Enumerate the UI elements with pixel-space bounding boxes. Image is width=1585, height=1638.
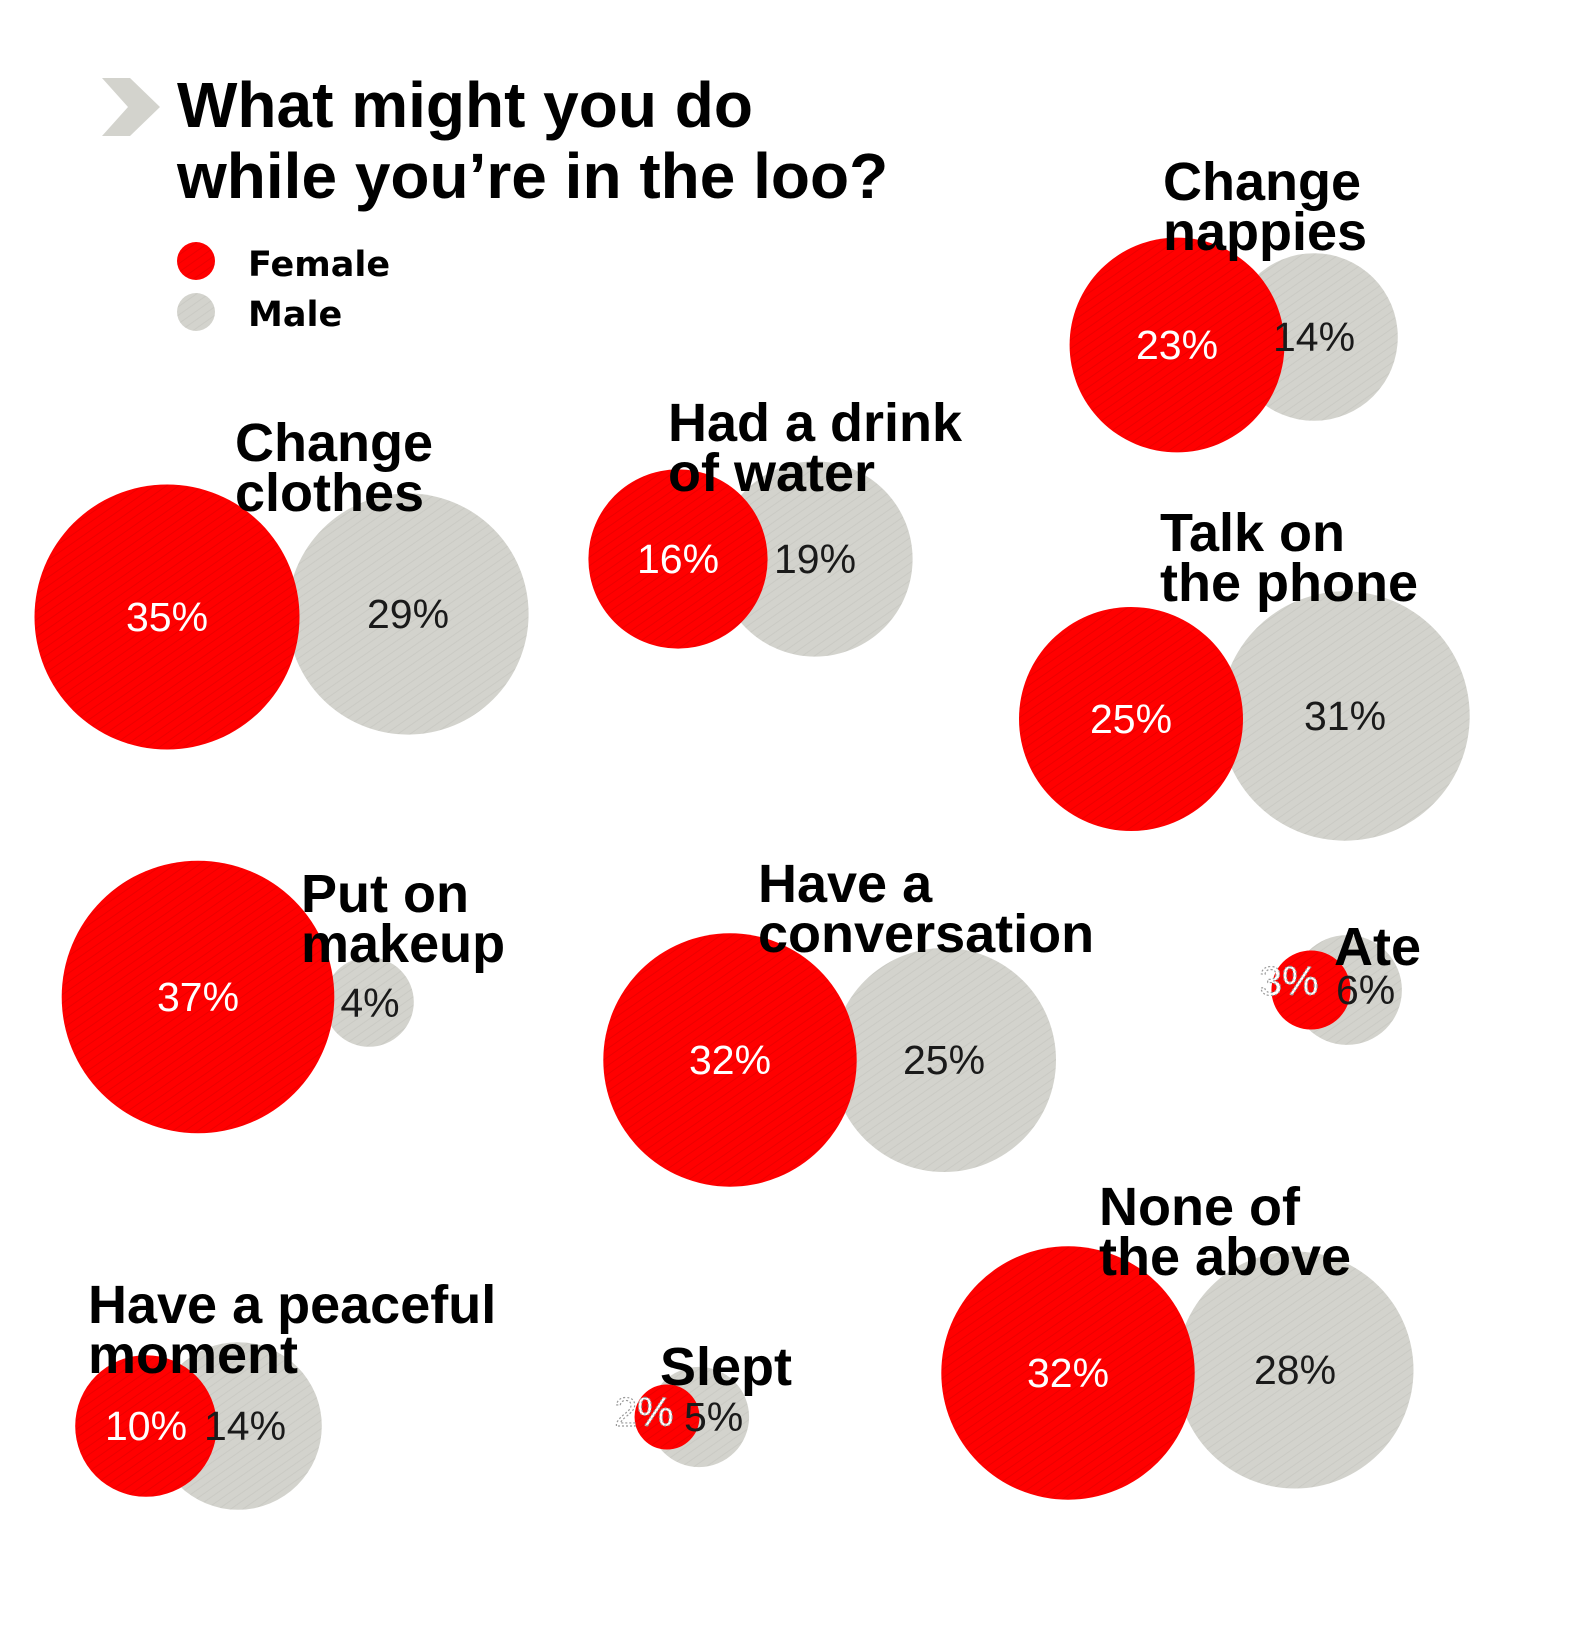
- bubble-female: [941, 1246, 1195, 1500]
- category-label: Slept: [660, 1337, 792, 1397]
- category-label-line: the above: [1099, 1227, 1351, 1287]
- chart-title: What might you do while you’re in the lo…: [176, 69, 888, 212]
- bubble-male: [832, 948, 1056, 1172]
- category-label: Change clothes: [235, 413, 433, 523]
- category-label-line: the phone: [1160, 553, 1418, 613]
- value-label-male: 4%: [340, 980, 399, 1026]
- value-label-female: 16%: [637, 536, 719, 582]
- bubble-group: Ate 3% 6%: [1259, 917, 1421, 1045]
- value-label-male: 19%: [774, 536, 856, 582]
- category-label: Talk on the phone: [1160, 503, 1418, 613]
- category-label-line: Ate: [1334, 917, 1421, 977]
- value-label-female: 32%: [1027, 1350, 1109, 1396]
- category-label-line: None of: [1099, 1177, 1301, 1237]
- legend-item-female: Female: [177, 242, 390, 285]
- category-label-line: Slept: [660, 1337, 792, 1397]
- category-label: None of the above: [1099, 1177, 1351, 1287]
- category-label: Put on makeup: [301, 864, 505, 974]
- bubble-group: Change clothes 35% 29%: [34, 413, 529, 750]
- bubble-female: [603, 933, 857, 1187]
- bubble-group: None of the above 32% 28%: [941, 1177, 1414, 1500]
- value-label-female: 32%: [689, 1037, 771, 1083]
- legend-label-male: Male: [248, 295, 342, 335]
- bubble-male: [1176, 1251, 1414, 1489]
- value-label-female: 25%: [1090, 696, 1172, 742]
- category-label-line: moment: [88, 1325, 298, 1385]
- category-label-line: Had a drink: [668, 393, 963, 453]
- category-label-line: clothes: [235, 463, 424, 523]
- bubble-female: [1271, 950, 1351, 1030]
- bubble-female: [1069, 237, 1285, 453]
- value-label-male: 31%: [1304, 693, 1386, 739]
- bubble-group: Have a peaceful moment 10% 14%: [75, 1275, 496, 1510]
- value-label-male: 5%: [684, 1394, 743, 1440]
- value-label-female: 3%: [1259, 958, 1318, 1004]
- legend-swatch-female: [177, 242, 215, 280]
- category-label-line: nappies: [1163, 202, 1367, 262]
- legend: Female Male: [177, 242, 390, 335]
- bubble-group: Change nappies 23% 14%: [1069, 152, 1398, 453]
- bubble-female: [1019, 607, 1243, 831]
- value-label-male: 14%: [1273, 314, 1355, 360]
- bubble-female: [588, 469, 768, 649]
- category-label: Had a drink of water: [668, 393, 963, 503]
- value-label-male: 25%: [903, 1037, 985, 1083]
- category-label-line: of water: [668, 443, 875, 503]
- bubble-male: [1220, 591, 1470, 841]
- value-label-female: 10%: [105, 1403, 187, 1449]
- legend-swatch-male: [177, 293, 215, 331]
- bubble-female: [61, 860, 335, 1134]
- chevron-icon: [102, 78, 160, 136]
- value-label-male: 28%: [1254, 1347, 1336, 1393]
- category-label-line: Have a peaceful: [88, 1275, 496, 1335]
- bubble-female: [34, 484, 300, 750]
- category-label: Have a conversation: [758, 854, 1094, 964]
- chart-title-line-1: What might you do: [177, 69, 753, 141]
- value-label-male: 6%: [1336, 967, 1395, 1013]
- bubble-group: Talk on the phone 25% 31%: [1019, 503, 1470, 841]
- category-label-line: conversation: [758, 904, 1094, 964]
- category-label-line: Put on: [301, 864, 469, 924]
- category-label: Have a peaceful moment: [88, 1275, 496, 1385]
- bubble-male: [717, 461, 913, 657]
- value-label-male: 14%: [204, 1403, 286, 1449]
- legend-label-female: Female: [248, 245, 390, 285]
- value-label-female: 35%: [126, 594, 208, 640]
- category-label-line: Change: [235, 413, 433, 473]
- bubble-female: [634, 1384, 700, 1450]
- bubble-group: Put on makeup 37% 4%: [61, 860, 505, 1134]
- category-label-line: Change: [1163, 152, 1361, 212]
- chart-header: What might you do while you’re in the lo…: [102, 69, 888, 212]
- bubble-group: Had a drink of water 16% 19%: [588, 393, 963, 657]
- category-label-line: Talk on: [1160, 503, 1345, 563]
- chart-title-line-2: while you’re in the loo?: [176, 140, 888, 212]
- bubble-male: [287, 493, 529, 735]
- bubble-group: Have a conversation 32% 25%: [603, 854, 1094, 1187]
- value-label-female: 2%: [614, 1389, 673, 1435]
- bubble-male: [324, 957, 414, 1047]
- category-label: Change nappies: [1163, 152, 1367, 262]
- value-label-male: 29%: [367, 591, 449, 637]
- category-label-line: Have a: [758, 854, 933, 914]
- value-label-female: 37%: [157, 974, 239, 1020]
- value-label-female: 23%: [1136, 322, 1218, 368]
- category-label-line: makeup: [301, 914, 505, 974]
- legend-item-male: Male: [177, 293, 342, 335]
- category-label: Ate: [1334, 917, 1421, 977]
- bubble-female: [75, 1355, 217, 1497]
